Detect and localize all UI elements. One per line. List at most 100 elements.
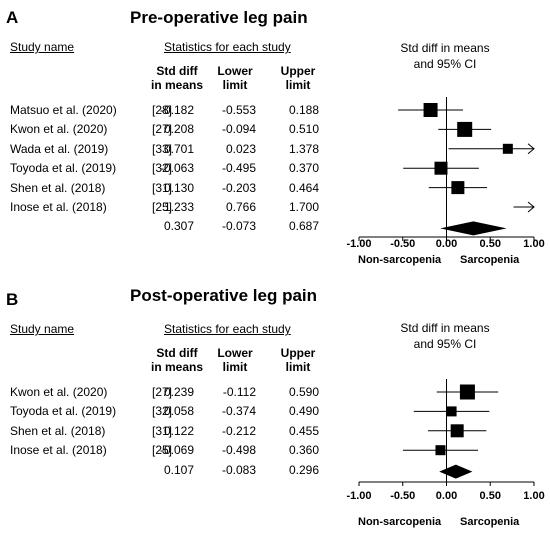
std-diff-value: -0.063 xyxy=(159,161,194,176)
left-favours-label: Non-sarcopenia xyxy=(358,516,442,528)
statistics-header: Statistics for each study xyxy=(164,322,291,336)
std-diff-value: 0.307 xyxy=(163,219,194,234)
column-header-line1: Std diff xyxy=(156,64,198,78)
upper-limit-value: 0.360 xyxy=(288,443,319,458)
ci-column-title: Std diff in means and 95% CI xyxy=(360,40,530,72)
x-tick-label: 0.50 xyxy=(479,490,501,502)
lower-limit-value: -0.495 xyxy=(221,161,256,176)
std-diff-value: -0.069 xyxy=(159,443,194,458)
column-header-line2: limit xyxy=(222,78,248,92)
study-name: Shen et al. (2018) xyxy=(10,180,106,195)
upper-limit-value: 1.700 xyxy=(288,200,319,214)
pooled-effect-diamond xyxy=(440,221,507,236)
std-diff-value: 0.239 xyxy=(163,385,194,399)
study-effect-square xyxy=(434,161,448,175)
column-header-line1: Upper xyxy=(280,64,316,78)
forest-plot-panel-a: A Pre-operative leg pain Study name Stat… xyxy=(0,0,550,268)
upper-limit-value: 1.378 xyxy=(288,141,319,156)
study-name-header: Study name xyxy=(10,322,75,336)
study-effect-square xyxy=(435,445,446,456)
column-header-line2: limit xyxy=(285,360,311,374)
study-name: Kwon et al. (2020) xyxy=(10,385,108,399)
std-diff-value: -0.182 xyxy=(159,103,194,117)
upper-limit-value: 0.188 xyxy=(288,103,319,117)
study-name: Inose et al. (2018) xyxy=(10,443,107,458)
forest-plot-panel-b: B Post-operative leg pain Study name Sta… xyxy=(0,282,550,536)
upper-limit-value: 0.370 xyxy=(288,161,319,176)
study-effect-square xyxy=(451,181,465,195)
study-name: Shen et al. (2018) xyxy=(10,423,106,438)
forest-plot xyxy=(358,379,535,486)
study-name: Matsuo et al. (2020) xyxy=(10,103,117,117)
column-header-line1: Lower xyxy=(217,346,253,360)
x-tick-label: 0.00 xyxy=(435,490,458,502)
lower-limit-value: -0.212 xyxy=(221,423,256,438)
study-name: Inose et al. (2018) xyxy=(10,200,107,214)
x-tick-label: -0.50 xyxy=(390,490,416,502)
lower-limit-value: -0.083 xyxy=(221,462,256,477)
study-effect-square xyxy=(457,121,473,137)
chart-title: Post-operative leg pain xyxy=(130,286,318,305)
ci-title-line1: Std diff in means xyxy=(400,321,490,335)
std-diff-value: 0.122 xyxy=(163,423,194,438)
upper-limit-value: 0.464 xyxy=(288,180,319,195)
study-reference: [31] xyxy=(152,180,173,195)
upper-limit-value: 0.510 xyxy=(288,122,319,137)
column-header-upper-limit: Upper limit xyxy=(263,346,333,374)
left-favours-label: Non-sarcopenia xyxy=(358,254,442,266)
x-tick-label: -0.50 xyxy=(390,238,416,250)
study-reference: [33] xyxy=(152,141,173,156)
lower-limit-value: -0.553 xyxy=(221,103,256,117)
study-reference: [28] xyxy=(152,103,173,117)
study-name: Toyoda et al. (2019) xyxy=(10,404,117,419)
column-header-line1: Std diff xyxy=(156,346,198,360)
study-reference: [25] xyxy=(152,200,173,214)
upper-limit-value: 0.455 xyxy=(288,423,319,438)
lower-limit-value: -0.073 xyxy=(221,219,256,234)
upper-limit-value: 0.490 xyxy=(288,404,319,419)
column-header-line1: Upper xyxy=(280,346,316,360)
study-name: Wada et al. (2019) xyxy=(10,141,109,156)
lower-limit-value: -0.498 xyxy=(221,443,256,458)
x-tick-label: -1.00 xyxy=(346,490,372,502)
column-header-line2: limit xyxy=(285,78,311,92)
lower-limit-value: -0.112 xyxy=(222,385,256,399)
column-header-lower-limit: Lower limit xyxy=(200,346,270,374)
forest-plot xyxy=(358,97,535,241)
right-favours-label: Sarcopenia xyxy=(460,254,520,266)
column-header-line1: Lower xyxy=(217,64,253,78)
ci-column-title: Std diff in means and 95% CI xyxy=(360,320,530,352)
ci-title-line2: and 95% CI xyxy=(413,57,477,71)
lower-limit-value: -0.094 xyxy=(221,122,256,137)
x-tick-label: 1.00 xyxy=(523,238,545,250)
study-reference: [25] xyxy=(152,443,173,458)
study-effect-square xyxy=(423,103,438,117)
x-tick-label: -1.00 xyxy=(346,238,372,250)
study-effect-square xyxy=(502,143,513,154)
study-effect-square xyxy=(459,384,475,400)
lower-limit-value: 0.023 xyxy=(225,141,256,156)
study-reference: [32] xyxy=(152,404,173,419)
study-effect-square xyxy=(446,406,457,417)
x-tick-label: 0.00 xyxy=(435,238,458,250)
ci-overflow-arrow xyxy=(527,143,535,155)
chart-title: Pre-operative leg pain xyxy=(130,8,308,27)
column-header-upper-limit: Upper limit xyxy=(263,64,333,92)
study-reference: [27] xyxy=(152,122,173,137)
column-header-std-diff: Std diff in means xyxy=(142,64,212,92)
study-effect-square xyxy=(450,424,464,438)
column-header-lower-limit: Lower limit xyxy=(200,64,270,92)
study-name-header: Study name xyxy=(10,40,75,54)
lower-limit-value: -0.203 xyxy=(221,180,256,195)
study-reference: [27] xyxy=(152,385,173,399)
ci-overflow-arrow xyxy=(527,201,535,213)
ci-title-line1: Std diff in means xyxy=(400,41,490,55)
column-header-std-diff: Std diff in means xyxy=(142,346,212,374)
std-diff-value: 1.233 xyxy=(163,200,194,214)
column-header-line2: in means xyxy=(150,78,204,92)
study-name: Kwon et al. (2020) xyxy=(10,122,108,137)
x-tick-label: 0.50 xyxy=(479,238,501,250)
panel-label: B xyxy=(6,290,19,309)
column-header-line2: limit xyxy=(222,360,248,374)
x-tick-label: 1.00 xyxy=(523,490,545,502)
